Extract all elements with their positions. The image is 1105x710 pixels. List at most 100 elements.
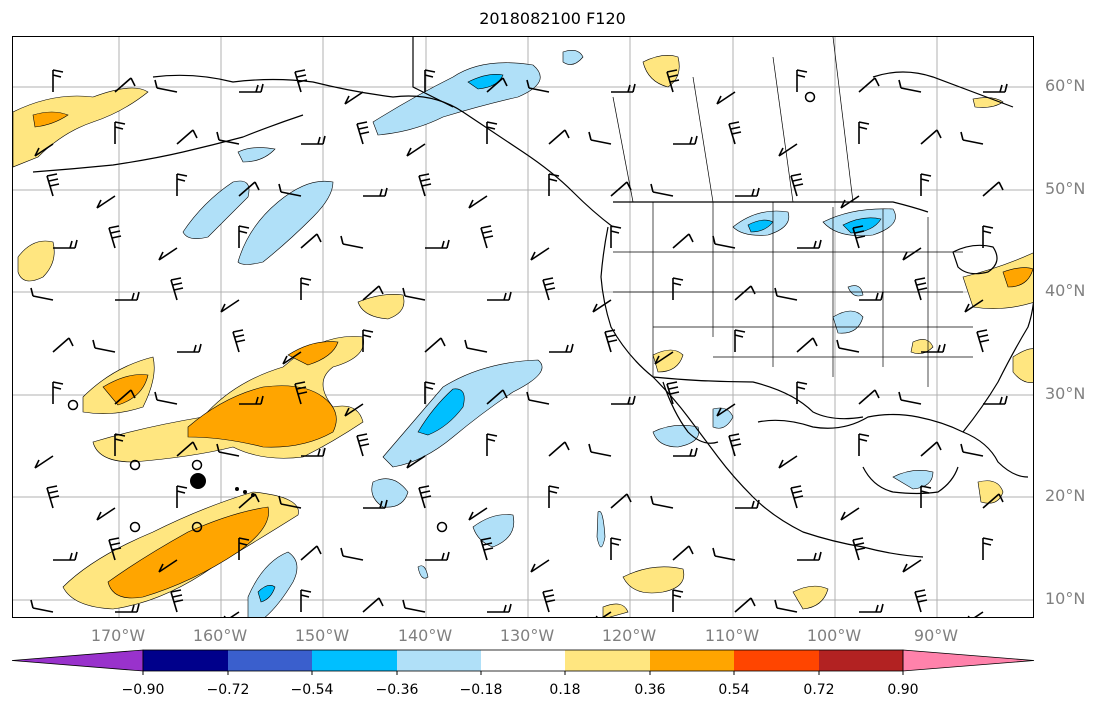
wind-barb (859, 291, 884, 301)
aleutian-chain (32, 114, 304, 173)
lon-label-140w: 140°W (397, 626, 453, 645)
wind-barb (362, 329, 374, 352)
wind-barb (542, 277, 556, 301)
wind-barb (858, 77, 880, 93)
wind-barb (176, 173, 188, 196)
wind-barb (486, 121, 498, 144)
wind-barb (650, 495, 674, 509)
wind-barb (362, 597, 384, 613)
wind-barb (114, 121, 126, 144)
wind-barb (840, 507, 860, 521)
graticule (13, 37, 1033, 617)
anomaly-region (962, 252, 1033, 309)
us-west-coast (600, 226, 924, 558)
wind-barb (774, 287, 798, 301)
anomaly-region (371, 478, 409, 508)
map-panel (12, 36, 1034, 618)
anomaly-region (417, 388, 465, 436)
anomaly-region (187, 385, 337, 448)
anomaly-region (13, 87, 149, 168)
wind-barb (363, 499, 388, 509)
colorbar-tick-label: 0.54 (718, 682, 750, 698)
wind-barb (734, 285, 756, 301)
wind-barb (108, 225, 122, 249)
map-title: 2018082100 F120 (479, 9, 626, 28)
wind-barb (176, 441, 198, 457)
alaska-canada-border (412, 37, 454, 108)
anomaly-region (257, 585, 276, 603)
wind-barb (53, 239, 78, 249)
wind-barb (232, 329, 246, 353)
lat-label-20n: 20°N (1045, 486, 1086, 505)
wind-barb (92, 339, 116, 353)
wind-barb (902, 247, 922, 261)
wind-barb (282, 351, 302, 365)
wind-barb (340, 547, 364, 561)
wind-barb (300, 277, 312, 300)
anomaly-region (622, 566, 685, 594)
wind-barb (983, 83, 1008, 93)
wind-barb (666, 381, 680, 405)
wind-barb (487, 603, 512, 613)
wind-barb (914, 277, 928, 301)
wind-barb (774, 599, 798, 613)
wind-barb (340, 235, 364, 249)
wind-barb (96, 195, 116, 209)
colorbar-cell (734, 650, 819, 671)
colorbar-cell (565, 650, 650, 671)
wind-barb (223, 611, 240, 617)
anomaly-region (562, 50, 584, 65)
colorbar-tick-label: 0.18 (549, 682, 581, 698)
wind-barb (114, 389, 136, 405)
yucatan-coast (862, 466, 959, 495)
anomaly-region (247, 551, 298, 617)
anomaly-region (287, 341, 339, 366)
wind-barb (170, 589, 184, 613)
wind-barb (177, 343, 202, 353)
wind-barb (356, 433, 370, 457)
wind-barb (170, 277, 184, 301)
colorbar-tick-label: −0.54 (290, 682, 334, 698)
wind-barb (982, 537, 994, 560)
wind-barb (278, 183, 302, 197)
wind-barb (464, 339, 488, 353)
wind-barb (96, 507, 116, 521)
wind-barb (716, 91, 736, 105)
wind-barb (30, 287, 54, 301)
wind-barb (216, 131, 240, 145)
wind-barb (158, 559, 178, 573)
baja-peninsula (662, 381, 719, 444)
wind-barb (611, 395, 636, 405)
wind-barb (735, 187, 760, 197)
wind-barb (796, 337, 818, 353)
wind-barb (790, 485, 804, 509)
wind-barb (362, 285, 384, 301)
wind-barb (859, 603, 884, 613)
lon-label-100w: 100°W (806, 626, 862, 645)
wind-barb (34, 455, 54, 469)
wind-barb (588, 443, 612, 457)
anomaly-region (652, 349, 684, 373)
colorbar-cell (650, 650, 734, 671)
anomaly-region (712, 407, 734, 429)
colorbar-tick-label: −0.72 (206, 682, 250, 698)
anomaly-region (467, 74, 504, 90)
lat-label-60n: 60°N (1045, 76, 1086, 95)
anomaly-region (32, 111, 69, 128)
anomaly-region (372, 62, 541, 136)
anomaly-region (972, 97, 1004, 108)
wind-barb (294, 69, 308, 93)
wind-barb (53, 551, 78, 561)
wind-barbs (30, 69, 1008, 617)
wind-barb (858, 121, 870, 144)
wind-barb (734, 329, 746, 352)
lon-label-90w: 90°W (913, 626, 959, 645)
us-mexico-border (652, 376, 864, 420)
colorbar-cell (143, 650, 228, 671)
wind-barb (30, 599, 54, 613)
anomaly-region (237, 180, 334, 265)
anomaly-region (910, 339, 934, 354)
wind-barb (114, 77, 136, 93)
wind-barb (52, 69, 64, 92)
wind-barb (672, 233, 694, 249)
